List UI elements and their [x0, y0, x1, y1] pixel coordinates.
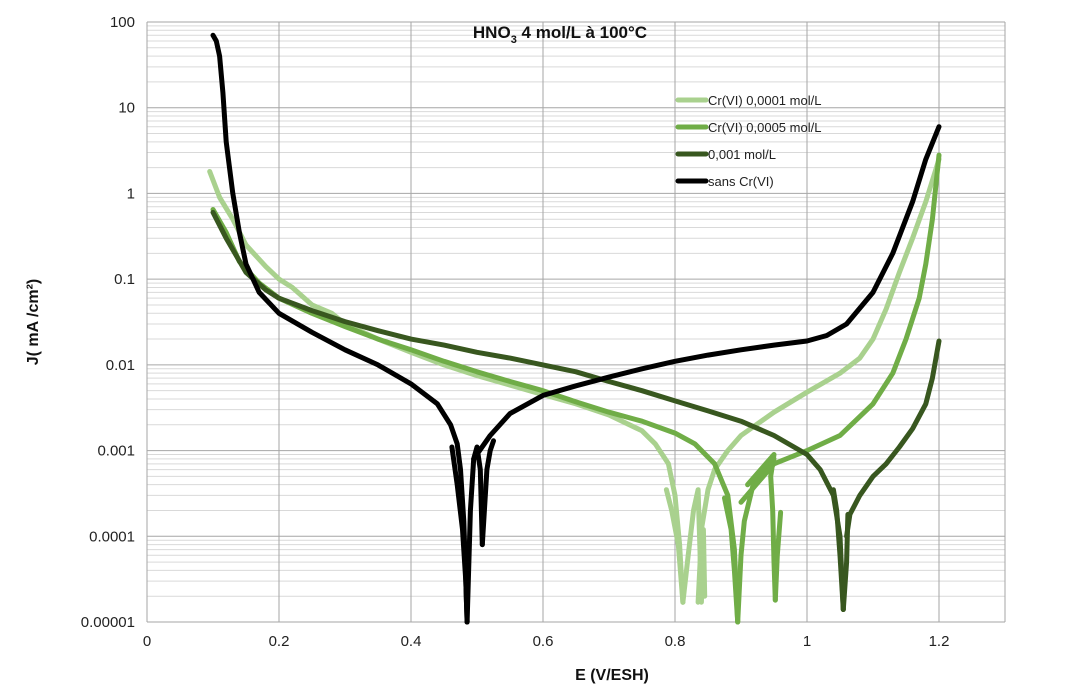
- series-line: [207, 169, 686, 605]
- x-tick-label: 0.2: [269, 633, 290, 650]
- series-line: [844, 338, 942, 539]
- series-line: [663, 487, 686, 605]
- series-line: [210, 209, 846, 612]
- x-tick-label: 0: [143, 633, 151, 650]
- series-line: [698, 527, 708, 605]
- legend-label: Cr(VI) 0,0005 mol/L: [708, 120, 821, 135]
- series-line: [830, 487, 846, 612]
- chart-title-subscript: 3: [511, 34, 517, 46]
- y-tick-label: 100: [110, 14, 135, 31]
- y-tick-label: 0.00001: [81, 614, 135, 631]
- y-tick-label: 1: [127, 185, 135, 202]
- x-tick-label: 0.8: [665, 633, 686, 650]
- minor-gridlines: [147, 25, 1005, 597]
- series-layer: [207, 32, 942, 625]
- y-tick-label: 0.01: [106, 357, 135, 374]
- y-tick-label: 0.0001: [89, 528, 135, 545]
- legend-label: Cr(VI) 0,0001 mol/L: [708, 93, 821, 108]
- legend-label: sans Cr(VI): [708, 174, 774, 189]
- series-3: [210, 32, 942, 625]
- series-line: [722, 495, 741, 625]
- legend: Cr(VI) 0,0001 mol/L Cr(VI) 0,0005 mol/L 0,…: [675, 93, 821, 189]
- x-tick-label: 1: [803, 633, 811, 650]
- chart-title-rest: 4 mol/L à 100°C: [517, 23, 647, 42]
- series-0: [207, 156, 942, 605]
- series-line: [772, 509, 784, 603]
- series-line: [680, 487, 704, 605]
- chart-title-main: HNO: [473, 23, 511, 42]
- y-tick-labels: 100 10 1 0.1 0.01 0.001 0.0001 0.00001: [81, 14, 135, 631]
- series-line: [479, 438, 496, 548]
- series-line: [738, 152, 942, 505]
- y-tick-label: 0.1: [114, 271, 135, 288]
- legend-label: 0,001 mol/L: [708, 147, 776, 162]
- major-gridlines: [146, 21, 1006, 623]
- x-axis-label: E (V/ESH): [575, 667, 649, 684]
- y-axis-label: J( mA /cm²): [25, 279, 42, 366]
- x-tick-label: 0.4: [401, 633, 422, 650]
- series-line: [471, 124, 942, 462]
- series-line: [735, 456, 777, 625]
- x-tick-label: 1.2: [929, 633, 950, 650]
- chart-title: HNO3 4 mol/L à 100°C: [473, 23, 647, 46]
- x-tick-labels: 0 0.2 0.4 0.6 0.8 1 1.2: [143, 633, 950, 650]
- x-tick-label: 0.6: [533, 633, 554, 650]
- series-line: [695, 156, 942, 605]
- y-tick-label: 10: [118, 100, 135, 117]
- series-2: [210, 209, 942, 612]
- y-tick-label: 0.001: [97, 443, 135, 460]
- series-line: [210, 32, 470, 625]
